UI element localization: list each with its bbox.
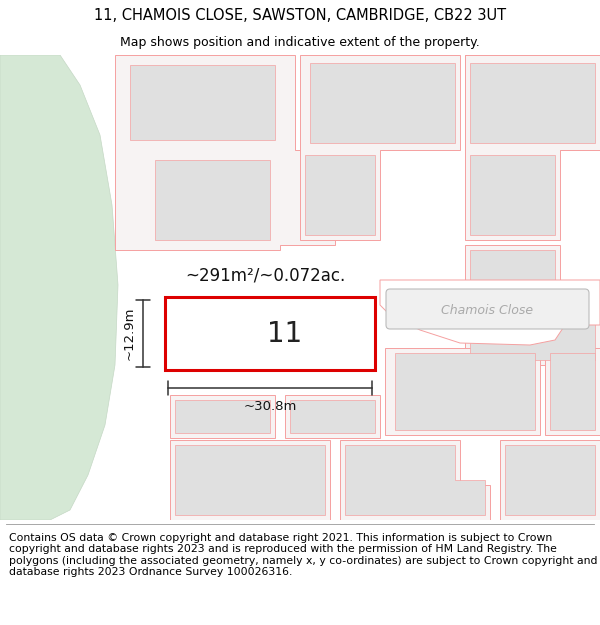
Text: 11, CHAMOIS CLOSE, SAWSTON, CAMBRIDGE, CB22 3UT: 11, CHAMOIS CLOSE, SAWSTON, CAMBRIDGE, C… (94, 8, 506, 23)
Polygon shape (345, 445, 485, 515)
Text: Chamois Close: Chamois Close (441, 304, 533, 318)
Polygon shape (170, 440, 330, 520)
Polygon shape (470, 250, 595, 360)
Polygon shape (175, 400, 270, 433)
Polygon shape (285, 395, 380, 438)
Polygon shape (155, 160, 270, 240)
Polygon shape (300, 55, 460, 240)
Text: Map shows position and indicative extent of the property.: Map shows position and indicative extent… (120, 36, 480, 49)
Polygon shape (545, 348, 600, 435)
Polygon shape (550, 353, 595, 430)
FancyBboxPatch shape (386, 289, 589, 329)
Polygon shape (130, 65, 275, 140)
Polygon shape (500, 440, 600, 520)
Polygon shape (310, 63, 455, 143)
Polygon shape (385, 348, 540, 435)
Text: ~30.8m: ~30.8m (244, 400, 296, 413)
Polygon shape (340, 440, 490, 520)
Polygon shape (290, 400, 375, 433)
Bar (215, 305, 345, 363)
Bar (165, 297, 375, 370)
Text: Contains OS data © Crown copyright and database right 2021. This information is : Contains OS data © Crown copyright and d… (9, 532, 598, 578)
Text: ~291m²/~0.072ac.: ~291m²/~0.072ac. (185, 266, 345, 284)
Text: 11: 11 (268, 319, 302, 348)
Polygon shape (505, 445, 595, 515)
Polygon shape (175, 445, 325, 515)
Polygon shape (465, 245, 600, 365)
Polygon shape (470, 155, 555, 235)
Text: ~12.9m: ~12.9m (123, 307, 136, 360)
Polygon shape (305, 155, 375, 235)
Polygon shape (380, 280, 600, 345)
Polygon shape (465, 55, 600, 240)
Polygon shape (0, 55, 118, 520)
Polygon shape (470, 63, 595, 143)
Polygon shape (115, 55, 335, 250)
Polygon shape (465, 55, 600, 150)
Polygon shape (170, 395, 275, 438)
Polygon shape (395, 353, 535, 430)
